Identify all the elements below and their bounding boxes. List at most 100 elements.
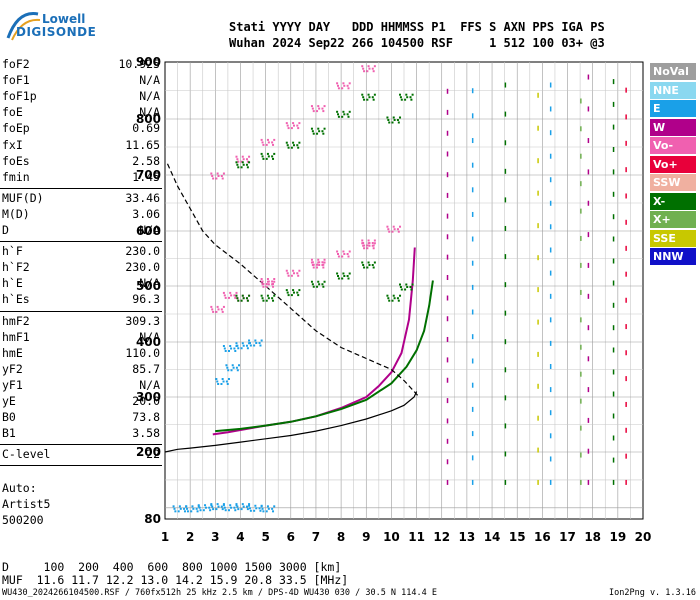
noise-point [504,140,507,146]
echo-point [371,242,374,244]
param-row: hmF1 N/A [2,330,160,346]
echo-point [406,286,409,288]
noise-point [537,287,539,293]
param-value: 230.0 [125,260,160,275]
noise-point [446,234,449,240]
echo-point [318,130,321,133]
echo-point [215,378,218,380]
echo-point [229,345,232,347]
noise-point [587,293,590,299]
profile-line [164,391,418,453]
echo-point [229,504,232,507]
echo-point [241,342,244,345]
echo-point [391,230,394,233]
echo-point [387,297,390,300]
param-value: N/A [139,377,160,392]
echo-point [265,157,268,160]
noise-point [549,153,552,159]
noise-point [471,358,474,364]
echo-point [272,143,275,146]
echo-point [343,275,346,277]
digisonde-logo: Lowell DIGISONDE [4,8,104,44]
echo-point [366,266,369,269]
info-left: WU430_2024266104500.RSF / 760fx512h 25 k… [2,588,437,598]
noise-point [625,167,627,173]
echo-point [215,310,218,313]
echo-point [316,266,319,269]
param-value: 3.06 [132,206,160,221]
echo-point [387,119,390,121]
echo-point [241,155,244,158]
noise-point [446,438,449,444]
echo-point [317,280,320,283]
noise-point [625,479,627,485]
echo-point [260,278,263,280]
echo-point [372,98,375,101]
noise-point [446,109,449,115]
noise-point [612,79,615,85]
noise-point [580,452,582,458]
noise-point [625,271,627,277]
param-row: h`F 230.0 [2,244,160,260]
echo-point [290,127,293,130]
auto-code: 500200 [2,513,44,527]
echo-point [211,175,214,177]
noise-point [587,262,590,268]
echo-point [373,65,376,68]
noise-point [612,236,615,242]
echo-point [297,146,300,149]
echo-point [217,505,220,508]
echo-point [373,93,376,96]
echo-point [232,366,235,369]
echo-point [336,82,339,85]
noise-point [537,223,539,229]
echo-point [286,144,289,147]
param-name: foEs [2,153,30,168]
noise-point [625,350,627,356]
echo-point [173,507,176,510]
echo-point [373,242,376,245]
echo-point [204,504,207,507]
echo-point [368,244,371,247]
noise-point [504,367,507,373]
echo-point [321,264,324,266]
noise-point [504,282,507,288]
legend-item: NNW [650,248,696,265]
param-name: B1 [2,426,16,441]
param-row: h`E N/A [2,276,160,292]
echo-point [286,291,289,294]
x-tick-label: 18 [584,530,601,544]
echo-point [322,110,325,113]
echo-point [292,144,295,147]
param-separator [0,187,162,189]
legend-item: NNE [650,81,696,99]
echo-point [337,255,340,258]
echo-point [273,278,276,280]
echo-point [266,294,269,297]
x-tick-label: 16 [534,530,551,544]
echo-point [258,507,261,510]
noise-point [612,347,615,353]
echo-point [371,96,374,99]
param-row: D N/A [2,223,160,239]
echo-point [253,344,256,347]
param-row: h`F2 230.0 [2,260,160,276]
noise-point [612,302,615,308]
echo-point [224,296,227,299]
echo-point [191,505,194,508]
echo-point [297,274,300,277]
legend-item: Vo- [650,137,696,154]
echo-point [272,510,275,513]
echo-point [225,364,228,367]
echo-point [318,264,321,266]
echo-point [396,119,399,121]
noise-point [549,293,552,299]
noise-point [471,162,474,168]
noise-point [549,456,552,462]
echo-point [210,504,213,507]
param-row: hmE 110.0 [2,346,160,362]
echo-point [235,161,238,164]
echo-point [393,119,396,121]
echo-point [298,141,301,144]
noise-point [446,172,449,178]
